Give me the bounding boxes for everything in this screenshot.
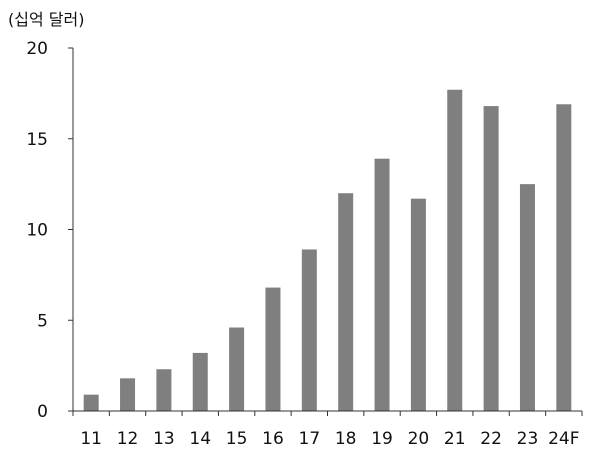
x-tick-label-11: 11 <box>80 429 102 449</box>
x-tick-label-20: 20 <box>408 429 430 449</box>
bars-group <box>83 89 572 412</box>
axes-group <box>72 48 582 412</box>
x-tick-label-23: 23 <box>517 429 539 449</box>
bar-17 <box>301 249 317 411</box>
bar-16 <box>265 287 281 411</box>
bar-24F <box>556 104 572 411</box>
x-tick-label-15: 15 <box>226 429 248 449</box>
bar-21 <box>447 89 463 411</box>
x-tick-label-13: 13 <box>153 429 175 449</box>
y-tick-label: 0 <box>37 402 48 422</box>
x-tick-label-12: 12 <box>117 429 139 449</box>
bar-19 <box>374 158 390 411</box>
x-tick-label-21: 21 <box>444 429 466 449</box>
y-tick-label: 10 <box>26 221 48 241</box>
y-axis-unit-label: (십억 달러) <box>8 10 85 29</box>
x-tick-label-16: 16 <box>262 429 284 449</box>
y-tick-label: 15 <box>26 130 48 150</box>
x-tick-label-17: 17 <box>299 429 321 449</box>
y-tick-label: 20 <box>26 39 48 59</box>
bar-14 <box>192 352 208 411</box>
x-tick-label-14: 14 <box>189 429 211 449</box>
y-tick-label: 5 <box>37 311 48 331</box>
x-ticks-group: 11 12 13 14 15 16 17 18 19 20 21 22 23 24F <box>72 411 583 449</box>
bar-18 <box>338 193 354 411</box>
bar-22 <box>483 106 499 411</box>
bar-23 <box>519 184 535 412</box>
bar-15 <box>229 327 245 411</box>
bar-20 <box>410 198 426 411</box>
y-ticks-group: 0 5 10 15 20 <box>26 39 73 422</box>
bar-11 <box>83 394 99 411</box>
x-tick-label-18: 18 <box>335 429 357 449</box>
bar-13 <box>156 369 172 411</box>
bar-12 <box>120 378 136 411</box>
x-tick-label-22: 22 <box>480 429 502 449</box>
x-tick-label-24F: 24F <box>548 429 579 449</box>
x-tick-label-19: 19 <box>371 429 393 449</box>
